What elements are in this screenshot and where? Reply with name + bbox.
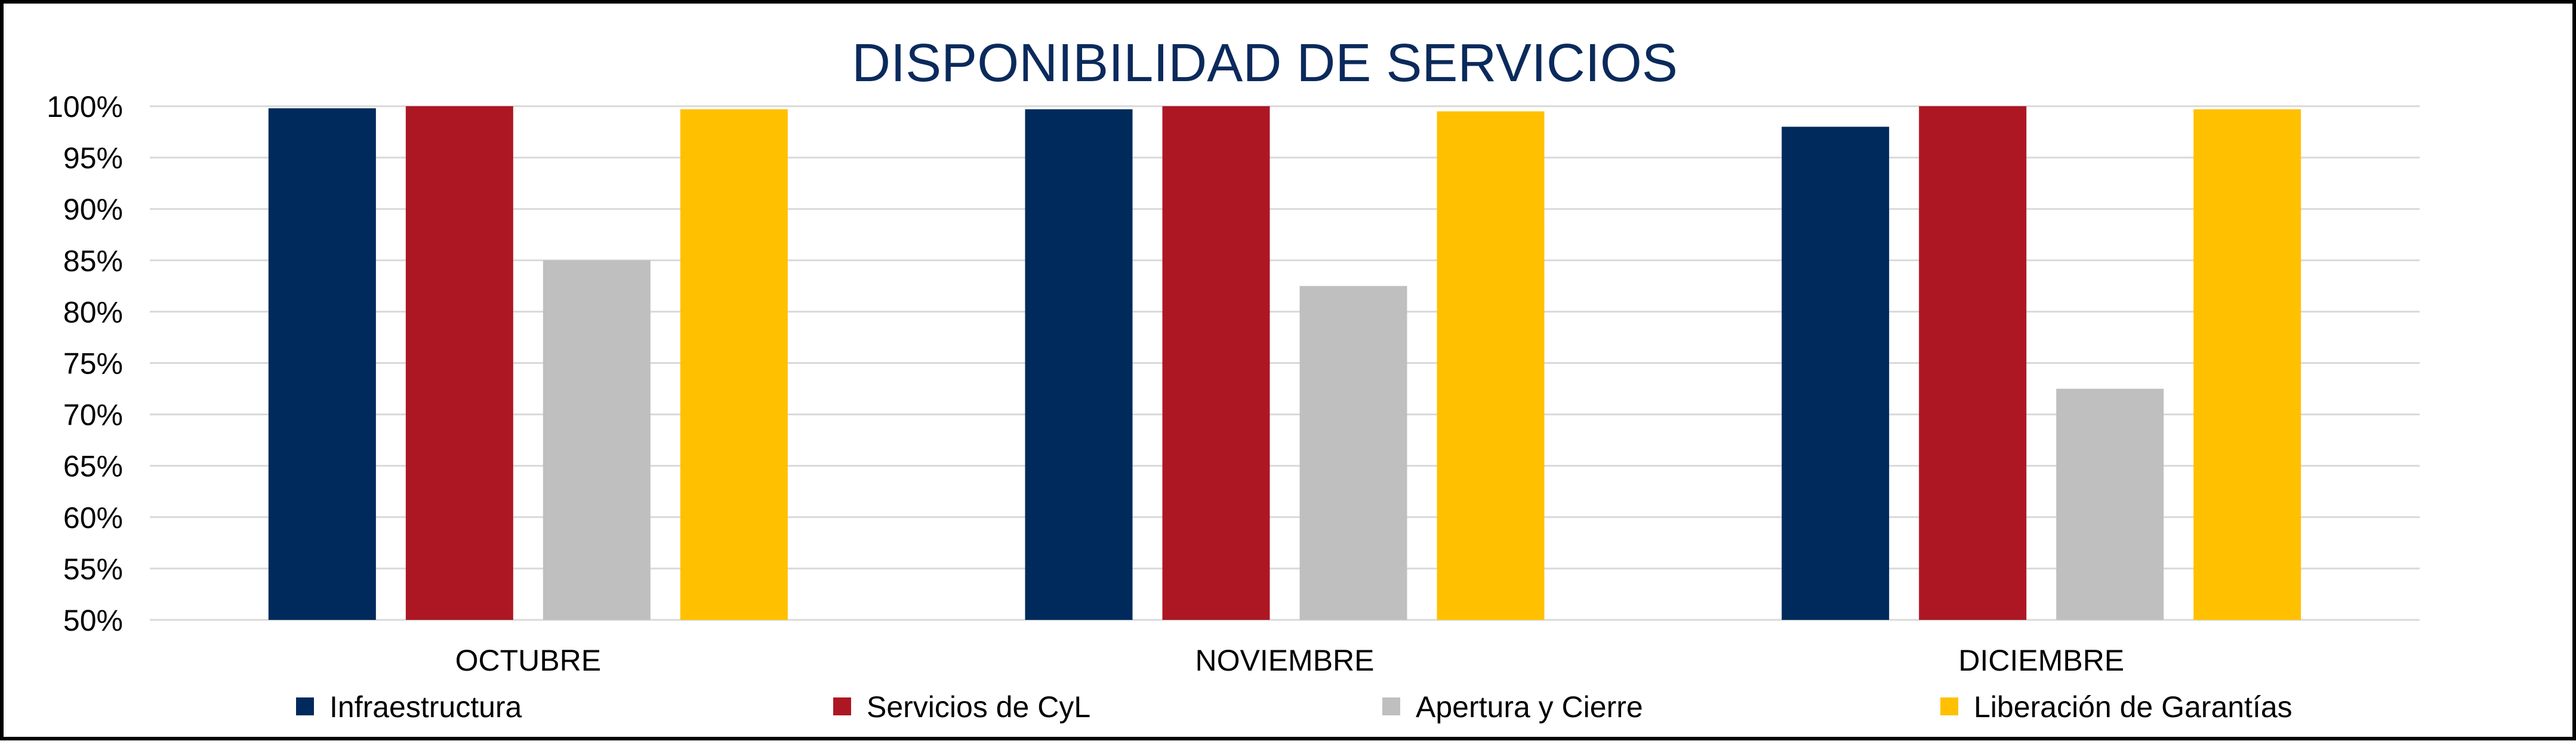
bar: [1782, 126, 1890, 620]
bar: [268, 108, 376, 620]
y-tick-label: 95%: [63, 141, 123, 175]
x-category-label: OCTUBRE: [455, 644, 601, 677]
legend-swatch: [833, 697, 851, 715]
legend-swatch: [296, 697, 314, 715]
legend-label: Apertura y Cierre: [1416, 690, 1643, 724]
y-axis-ticks: 50% 55% 60% 65% 70% 75% 80% 85% 90% 95% 100%: [47, 90, 123, 637]
bar-chart: DISPONIBILIDAD DE SERVICIOS 50% 55% 60% 65%…: [47, 33, 2420, 724]
legend-swatch: [1940, 697, 1958, 715]
y-tick-label: 85%: [63, 244, 123, 277]
y-tick-label: 80%: [63, 295, 123, 329]
bar: [405, 106, 513, 620]
x-category-label: NOVIEMBRE: [1195, 644, 1374, 677]
legend: Infraestructura Servicios de CyL Apertura …: [296, 690, 2292, 724]
bars: [268, 106, 2301, 620]
y-tick-label: 70%: [63, 399, 123, 432]
bar: [1025, 109, 1133, 620]
bar: [680, 109, 788, 620]
bar: [1437, 111, 1545, 620]
y-tick-label: 60%: [63, 501, 123, 535]
bar: [1919, 106, 2027, 620]
bar: [543, 260, 651, 620]
y-tick-label: 75%: [63, 347, 123, 381]
y-tick-label: 100%: [47, 90, 123, 124]
legend-label: Infraestructura: [329, 690, 522, 724]
y-tick-label: 50%: [63, 604, 123, 637]
chart-title: DISPONIBILIDAD DE SERVICIOS: [852, 33, 1678, 93]
x-category-label: DICIEMBRE: [1958, 644, 2124, 677]
x-axis-categories: OCTUBRE NOVIEMBRE DICIEMBRE: [455, 644, 2124, 677]
y-tick-label: 65%: [63, 450, 123, 483]
y-tick-label: 55%: [63, 552, 123, 586]
bar: [1299, 286, 1407, 620]
legend-label: Liberación de Garantías: [1974, 690, 2292, 724]
y-tick-label: 90%: [63, 193, 123, 226]
bar: [2193, 109, 2301, 620]
bar: [2056, 388, 2164, 620]
legend-swatch: [1382, 697, 1400, 715]
bar: [1162, 106, 1270, 620]
legend-label: Servicios de CyL: [867, 690, 1090, 724]
gridlines: [150, 105, 2420, 621]
